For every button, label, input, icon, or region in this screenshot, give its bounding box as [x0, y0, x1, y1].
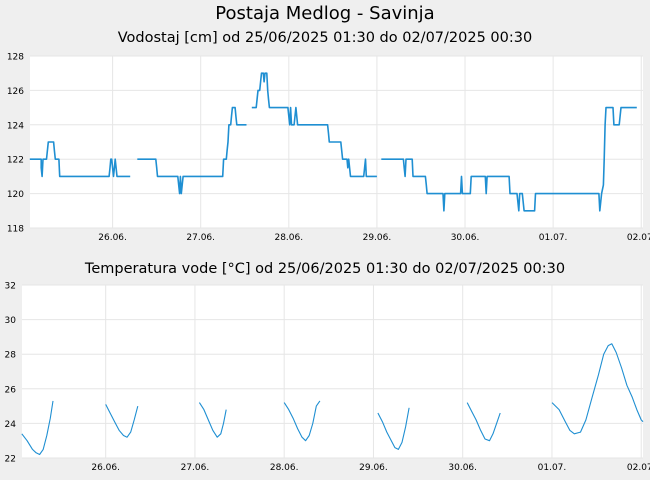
- series-line-water-level: [137, 106, 247, 195]
- series-line-water-temperature: [105, 404, 139, 438]
- x-tick-label: 27.06.: [181, 463, 210, 473]
- x-tick-label: 26.06.: [91, 463, 120, 473]
- x-tick-label: 28.06.: [274, 233, 303, 243]
- x-tick-label: 30.06.: [448, 463, 477, 473]
- y-tick-label: 22: [5, 455, 16, 465]
- series-line-water-temperature: [198, 402, 227, 438]
- y-tick-label: 120: [7, 190, 24, 200]
- series-line-water-temperature: [551, 343, 644, 435]
- y-tick-label: 124: [7, 121, 24, 131]
- series-line-water-level: [29, 141, 131, 178]
- x-tick-label: 02.07.: [627, 233, 650, 243]
- chart-title-water-temperature: Temperatura vode [°C] od 25/06/2025 01:3…: [84, 261, 566, 277]
- series-line-water-temperature: [466, 402, 501, 442]
- y-tick-label: 28: [5, 351, 17, 361]
- x-tick-label: 26.06.: [98, 233, 127, 243]
- x-tick-label: 28.06.: [270, 463, 299, 473]
- y-tick-label: 32: [5, 282, 16, 292]
- x-tick-label: 02.07.: [627, 463, 650, 473]
- y-tick-label: 126: [7, 87, 24, 97]
- series-line-water-temperature: [21, 400, 54, 456]
- series-line-water-level: [251, 72, 377, 178]
- series-line-water-level: [381, 106, 637, 212]
- y-tick-label: 128: [7, 53, 24, 63]
- chart-title-water-level: Vodostaj [cm] od 25/06/2025 01:30 do 02/…: [117, 30, 533, 46]
- y-tick-label: 26: [5, 385, 17, 395]
- x-tick-label: 27.06.: [186, 233, 215, 243]
- series-line-water-temperature: [283, 400, 321, 442]
- x-tick-label: 30.06.: [451, 233, 480, 243]
- series-line-water-temperature: [377, 407, 410, 450]
- page-title: Postaja Medlog - Savinja: [215, 3, 435, 24]
- x-tick-label: 29.06.: [363, 233, 392, 243]
- x-tick-label: 01.07.: [539, 233, 568, 243]
- y-tick-label: 30: [5, 316, 17, 326]
- y-tick-label: 118: [7, 225, 24, 235]
- y-tick-label: 24: [5, 420, 17, 430]
- x-tick-label: 29.06.: [359, 463, 388, 473]
- plot-area-water-temperature: [22, 285, 643, 458]
- x-tick-label: 01.07.: [538, 463, 567, 473]
- y-tick-label: 122: [7, 156, 24, 166]
